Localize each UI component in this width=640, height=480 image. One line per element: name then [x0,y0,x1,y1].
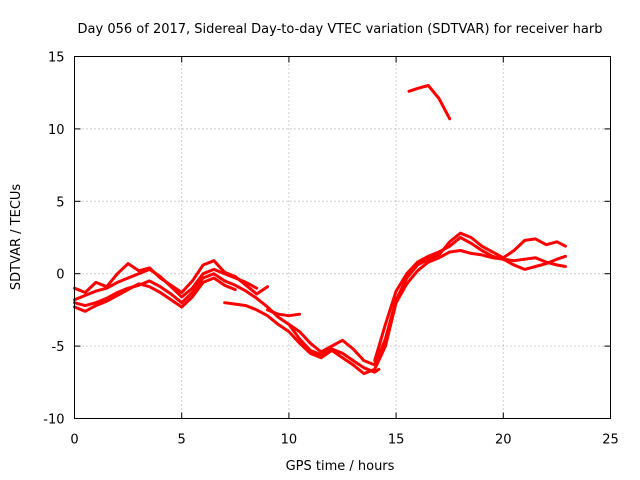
y-tick-label: 5 [56,195,64,210]
x-axis-label: GPS time / hours [286,459,395,474]
y-axis-label: SDTVAR / TECUs [9,184,24,291]
x-tick-label: 0 [70,433,78,448]
series-line-trace-9 [407,84,452,121]
x-tick-label: 5 [178,433,186,448]
x-tick-label: 15 [388,433,405,448]
y-tick-label: 0 [56,268,64,283]
y-tick-label: 10 [48,123,65,138]
series-line-trace-4 [73,272,381,374]
y-tick-label: -5 [52,340,65,355]
x-tick-label: 20 [495,433,512,448]
x-tick-label: 25 [602,433,619,448]
x-tick-label: 10 [281,433,298,448]
grid-layer [74,56,611,419]
y-tick-label: -10 [43,413,64,428]
tick-layer: 0 5 10 15 20 25 -10 -5 0 5 10 15 [43,51,619,448]
series-line-trace-8 [373,236,567,363]
series-line-trace-7 [287,231,567,367]
series-line-trace-6 [266,308,302,318]
series-line-trace-3 [73,276,237,313]
series-line-trace-2 [73,267,259,302]
y-tick-label: 15 [48,51,65,66]
plot-frame [74,56,611,419]
chart-title: Day 056 of 2017, Sidereal Day-to-day VTE… [78,22,603,37]
series-layer [73,84,567,376]
